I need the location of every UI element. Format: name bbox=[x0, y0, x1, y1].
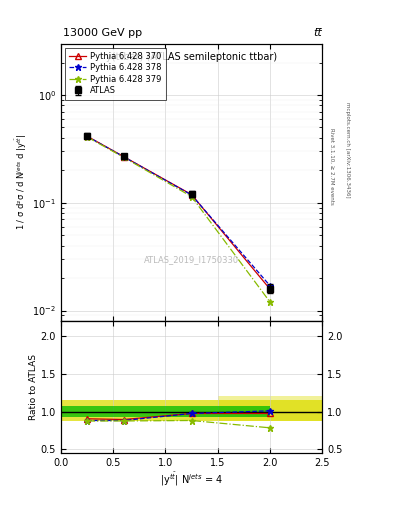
Pythia 6.428 379 bbox=[121, 154, 126, 160]
Pythia 6.428 370 bbox=[268, 286, 272, 292]
Line: Pythia 6.428 378: Pythia 6.428 378 bbox=[84, 133, 274, 289]
Pythia 6.428 379 bbox=[189, 194, 194, 200]
Pythia 6.428 370 bbox=[189, 191, 194, 198]
Pythia 6.428 370 bbox=[85, 133, 90, 139]
Line: Pythia 6.428 379: Pythia 6.428 379 bbox=[84, 134, 274, 306]
X-axis label: |y$^{t\bar{t}}$| N$^{jets}$ = 4: |y$^{t\bar{t}}$| N$^{jets}$ = 4 bbox=[160, 471, 223, 488]
Text: tt̅: tt̅ bbox=[314, 28, 322, 38]
Pythia 6.428 378 bbox=[189, 192, 194, 198]
Pythia 6.428 378 bbox=[121, 154, 126, 160]
Pythia 6.428 370 bbox=[121, 154, 126, 160]
Line: Pythia 6.428 370: Pythia 6.428 370 bbox=[84, 133, 273, 292]
Text: 13000 GeV pp: 13000 GeV pp bbox=[63, 28, 142, 38]
Pythia 6.428 379 bbox=[85, 134, 90, 140]
Pythia 6.428 378 bbox=[85, 133, 90, 139]
Text: y(ttbar) (ATLAS semileptonic ttbar): y(ttbar) (ATLAS semileptonic ttbar) bbox=[106, 52, 277, 62]
Pythia 6.428 379 bbox=[268, 299, 272, 305]
Text: mcplots.cern.ch [arXiv:1306.3436]: mcplots.cern.ch [arXiv:1306.3436] bbox=[345, 102, 350, 198]
Legend: Pythia 6.428 370, Pythia 6.428 378, Pythia 6.428 379, ATLAS: Pythia 6.428 370, Pythia 6.428 378, Pyth… bbox=[65, 48, 166, 99]
Pythia 6.428 378 bbox=[268, 283, 272, 289]
Text: Rivet 3.1.10, ≥ 2.7M events: Rivet 3.1.10, ≥ 2.7M events bbox=[329, 128, 334, 205]
Y-axis label: Ratio to ATLAS: Ratio to ATLAS bbox=[29, 354, 38, 420]
Y-axis label: 1 / σ d²σ / d N$^{jets}$ d |y$^{t\bar{t}}$|: 1 / σ d²σ / d N$^{jets}$ d |y$^{t\bar{t}… bbox=[14, 134, 29, 230]
Text: ATLAS_2019_I1750330: ATLAS_2019_I1750330 bbox=[144, 255, 239, 264]
